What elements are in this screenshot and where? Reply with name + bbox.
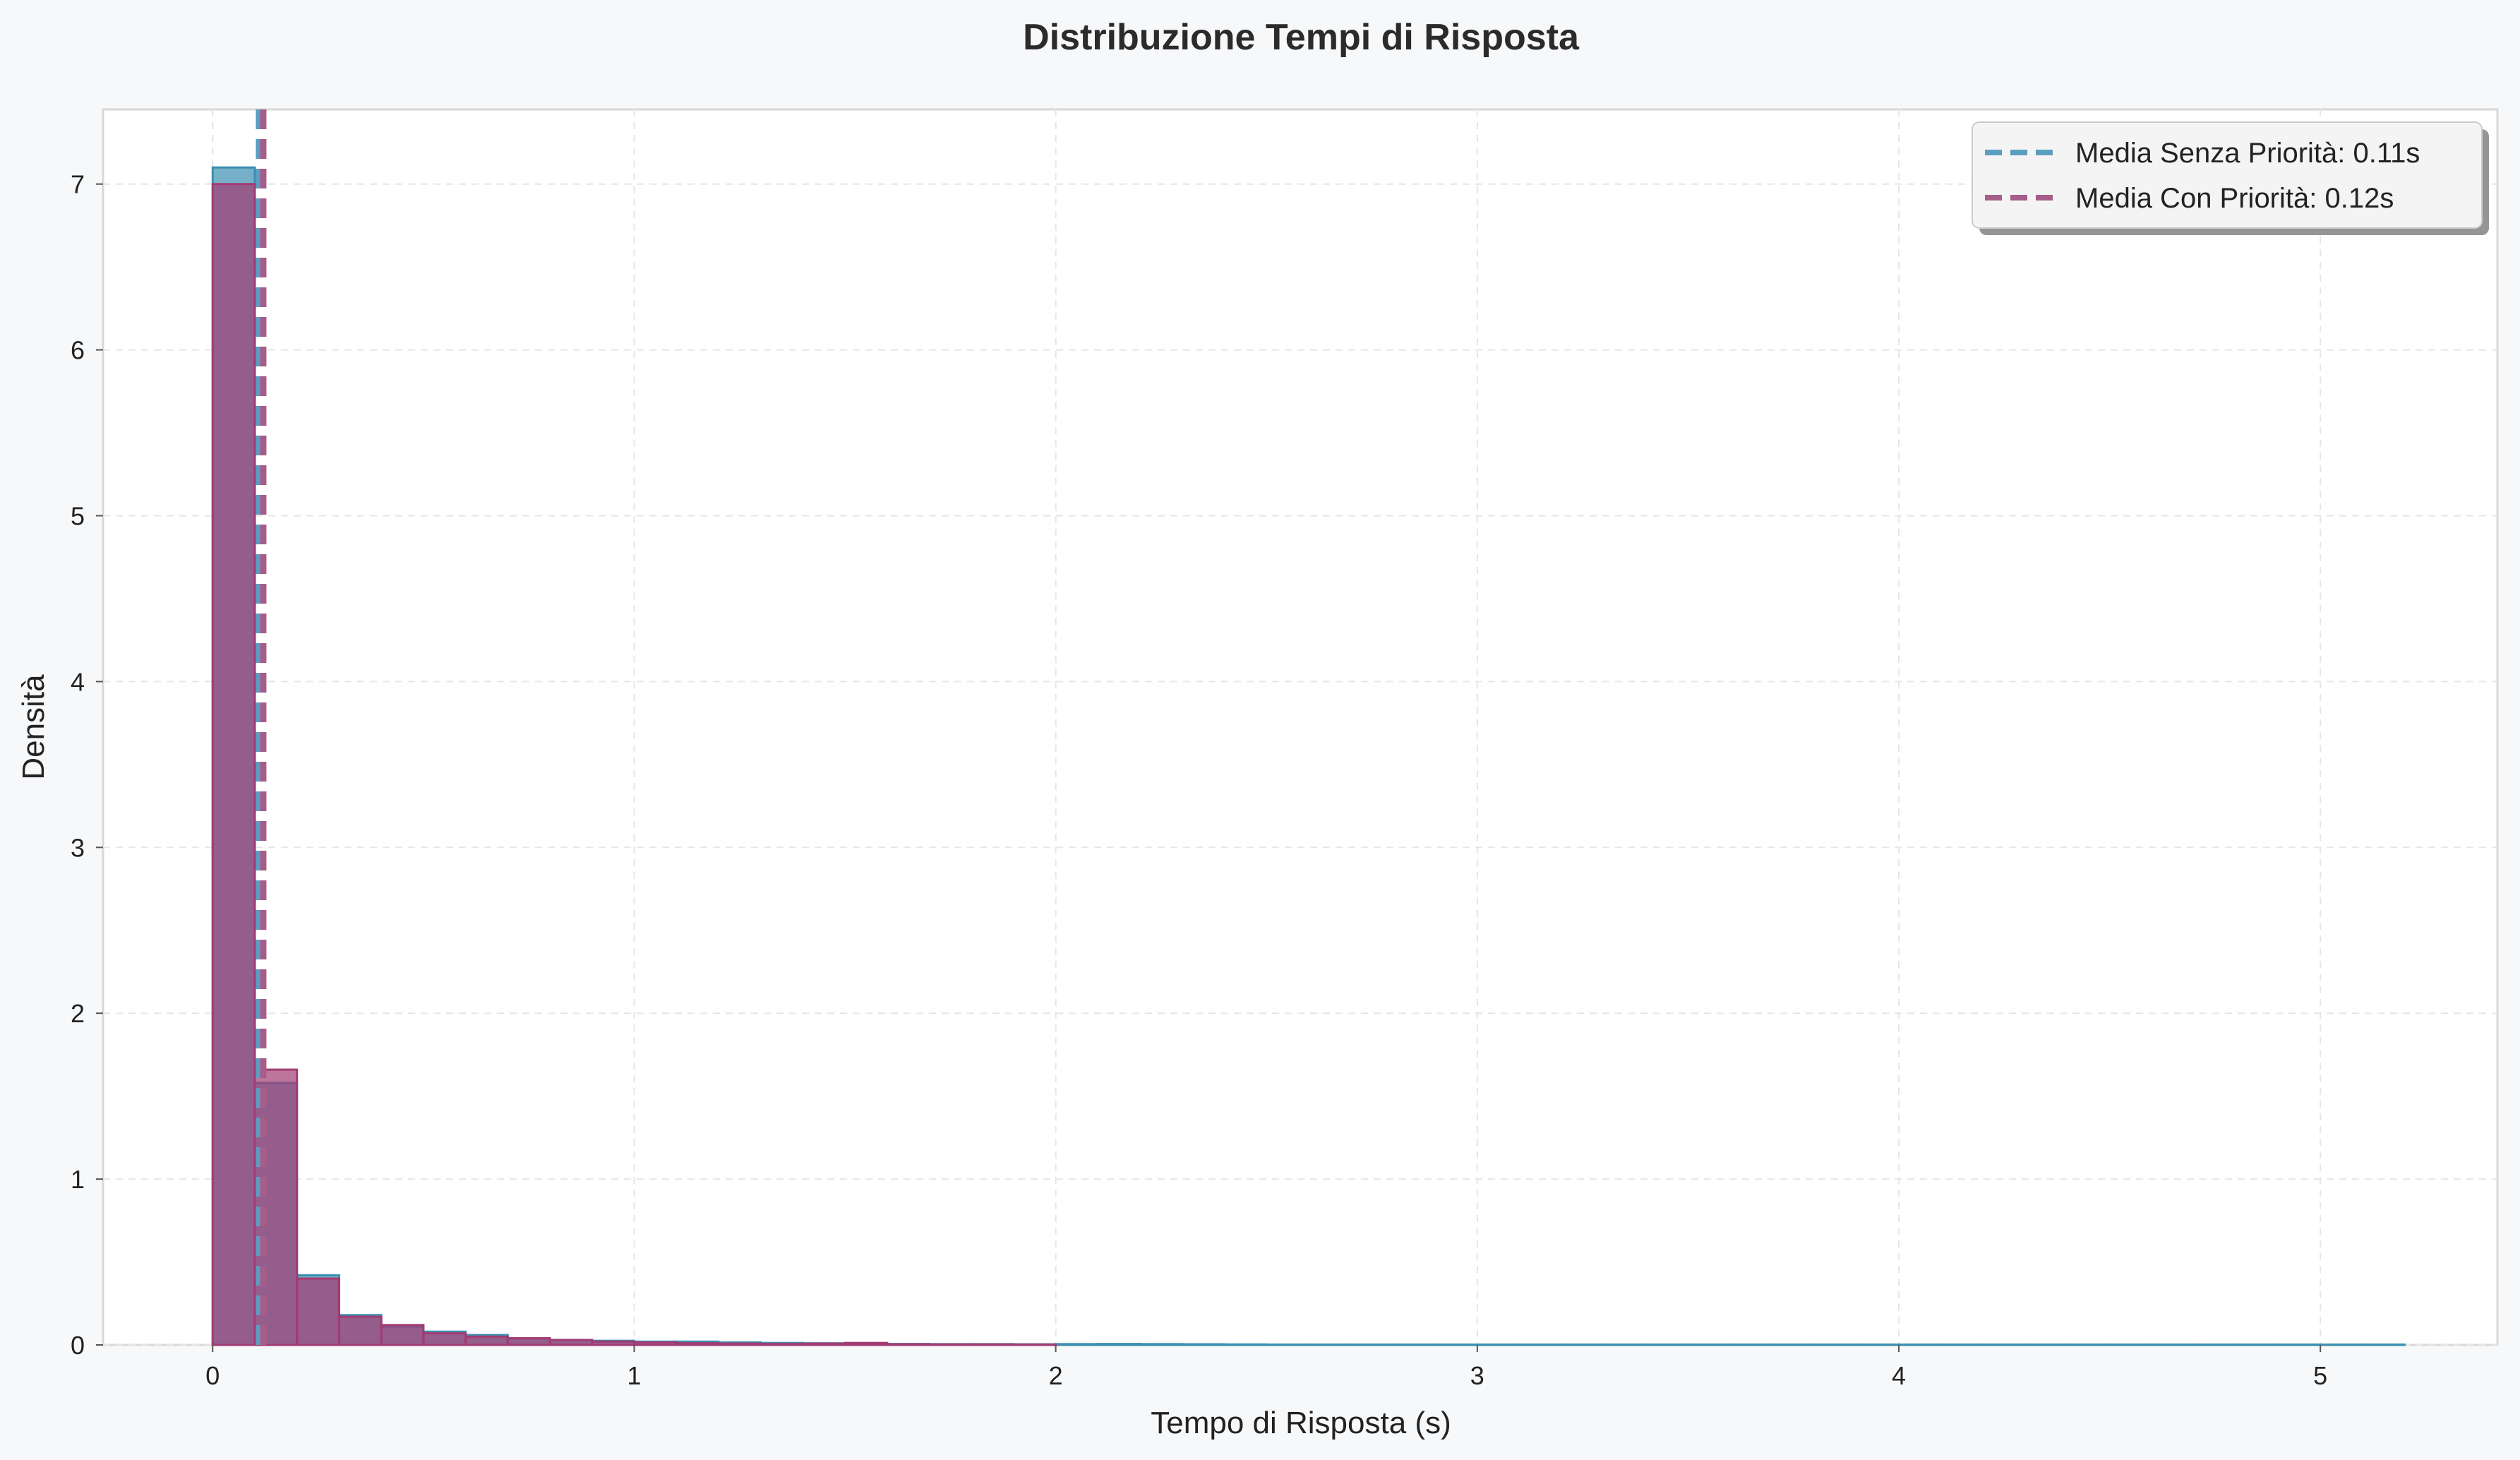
histogram-bar	[1223, 1343, 1268, 1346]
histogram-bar	[380, 1324, 425, 1346]
histogram-bar	[928, 1343, 973, 1346]
histogram-bar	[886, 1343, 930, 1346]
histogram-bar	[632, 1341, 678, 1346]
histogram-bar	[422, 1332, 467, 1346]
histogram-bar	[506, 1337, 551, 1346]
x-tick-label: 3	[1470, 1361, 1484, 1390]
plot-area	[102, 108, 2499, 1346]
x-tick-label: 2	[1049, 1361, 1063, 1390]
x-tick-label: 4	[1892, 1361, 1906, 1390]
histogram-bar	[296, 1277, 340, 1346]
y-tick-label: 3	[71, 833, 85, 862]
histogram-bar	[211, 183, 256, 1346]
histogram-bar	[801, 1342, 846, 1346]
histogram-bar	[591, 1340, 635, 1346]
histogram-bar	[1096, 1343, 1141, 1346]
y-axis-label: Densità	[16, 674, 51, 780]
legend-label-con: Media Con Priorità: 0.12s	[2075, 183, 2394, 214]
histogram-bar	[337, 1315, 383, 1346]
histogram-bar	[970, 1343, 1015, 1346]
histogram-bar	[844, 1341, 889, 1346]
y-tick-label: 5	[71, 502, 85, 531]
histogram-bar	[548, 1339, 594, 1346]
histogram-bar	[1055, 1343, 1099, 1346]
x-tick-label: 1	[627, 1361, 641, 1390]
y-tick-label: 1	[71, 1165, 85, 1194]
histogram-bar	[760, 1343, 804, 1346]
y-tick-label: 0	[71, 1331, 85, 1360]
y-axis-ticks: 0 1 2 3 4 5 6 7	[71, 170, 103, 1360]
x-tick-label: 5	[2313, 1361, 2327, 1390]
x-axis-label: Tempo di Risposta (s)	[1151, 1406, 1451, 1440]
legend-label-senza: Media Senza Priorità: 0.11s	[2075, 138, 2420, 169]
x-axis-ticks: 0 1 2 3 4 5	[205, 1345, 2327, 1390]
y-tick-label: 6	[71, 336, 85, 365]
histogram-bar	[1181, 1343, 1226, 1346]
y-tick-label: 2	[71, 999, 85, 1028]
histogram-bar	[464, 1335, 509, 1346]
histogram-bar	[717, 1342, 762, 1346]
histogram-bar	[675, 1342, 720, 1346]
chart-title: Distribuzione Tempi di Risposta	[1023, 17, 1580, 58]
y-tick-label: 4	[71, 667, 85, 696]
legend: Media Senza Priorità: 0.11s Media Con Pr…	[1972, 121, 2489, 235]
x-tick-label: 0	[205, 1361, 220, 1390]
y-tick-label: 7	[71, 170, 85, 199]
histogram-bar	[1139, 1343, 1184, 1346]
